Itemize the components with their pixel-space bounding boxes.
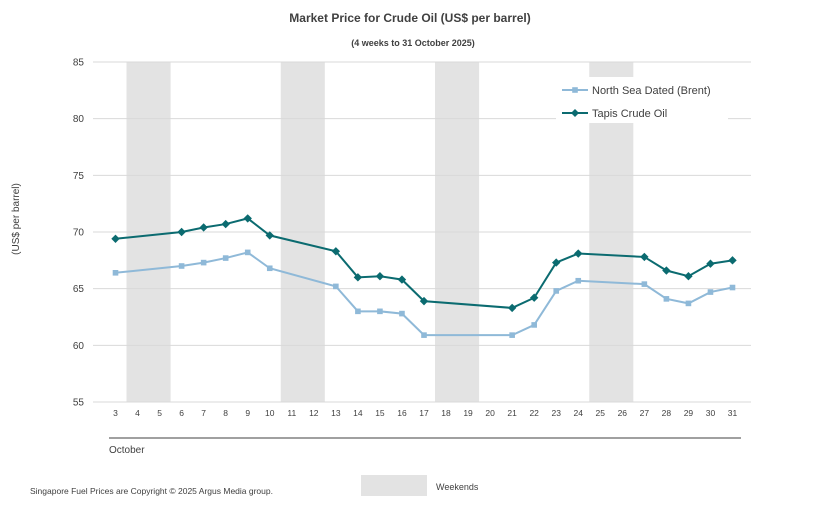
- data-point: [662, 266, 671, 275]
- data-point: [640, 252, 649, 262]
- y-tick-label: 70: [73, 228, 85, 239]
- legend-marker: [571, 109, 579, 117]
- chart-title: Market Price for Crude Oil (US$ per barr…: [289, 11, 530, 25]
- data-point: [575, 277, 582, 284]
- x-tick-label: 3: [113, 408, 118, 418]
- data-point: [574, 249, 583, 258]
- legend-box: [556, 77, 728, 123]
- chart-subtitle: (4 weeks to 31 October 2025): [351, 38, 475, 48]
- y-tick-label: 80: [73, 114, 85, 125]
- data-point: [178, 263, 185, 269]
- y-tick-label: 65: [73, 284, 85, 295]
- x-tick-label: 11: [287, 408, 296, 418]
- legend-label: North Sea Dated (Brent): [592, 85, 711, 97]
- data-point: [684, 272, 693, 281]
- x-tick-label: 8: [223, 408, 228, 418]
- data-point: [728, 256, 737, 265]
- data-point: [221, 219, 230, 229]
- x-tick-label: 28: [662, 408, 672, 418]
- data-point: [707, 289, 714, 295]
- x-tick-label: 31: [728, 408, 738, 418]
- data-point: [331, 247, 341, 256]
- weekends-label: Weekends: [436, 482, 479, 492]
- x-tick-label: 23: [551, 408, 561, 418]
- y-axis-label: (US$ per barrel): [11, 183, 22, 255]
- data-point: [265, 231, 274, 240]
- data-point: [531, 322, 537, 328]
- data-point: [641, 281, 648, 287]
- data-point: [397, 275, 407, 284]
- data-point: [552, 258, 561, 267]
- legend-item: Tapis Crude Oil: [562, 108, 667, 120]
- series-tapis: [111, 214, 737, 313]
- x-tick-label: 10: [265, 408, 275, 418]
- legend-item: North Sea Dated (Brent): [562, 85, 711, 97]
- y-tick-label: 85: [73, 58, 85, 69]
- data-point: [706, 259, 715, 268]
- data-point: [685, 300, 692, 307]
- data-point: [419, 296, 429, 306]
- x-tick-label: 16: [397, 408, 407, 418]
- series-line: [115, 251, 733, 337]
- data-point: [553, 288, 560, 294]
- data-point: [377, 308, 383, 315]
- series-line: [115, 217, 733, 309]
- data-point: [399, 310, 405, 317]
- data-point: [200, 259, 207, 266]
- data-point: [244, 249, 251, 256]
- data-point: [663, 296, 670, 302]
- series-brent: [112, 249, 736, 338]
- data-point: [243, 214, 252, 223]
- x-tick-label: 12: [309, 408, 319, 418]
- data-point: [355, 308, 361, 315]
- data-point: [509, 332, 515, 338]
- data-point: [375, 272, 385, 281]
- y-tick-label: 75: [73, 171, 85, 182]
- x-tick-label: 20: [485, 408, 495, 418]
- footnote: Singapore Fuel Prices are Copyright © 20…: [30, 486, 273, 496]
- x-tick-label: 6: [179, 408, 184, 418]
- y-tick-label: 60: [73, 341, 85, 352]
- x-tick-label: 26: [618, 408, 628, 418]
- data-point: [421, 332, 427, 338]
- x-tick-label: 19: [463, 408, 473, 418]
- x-tick-label: 22: [529, 408, 539, 418]
- x-axis-label: October: [109, 445, 145, 456]
- data-point: [729, 284, 736, 291]
- x-tick-label: 5: [157, 408, 162, 418]
- x-tick-label: 29: [684, 408, 694, 418]
- y-tick-label: 55: [73, 398, 85, 409]
- data-point: [507, 303, 517, 313]
- data-point: [333, 283, 339, 290]
- data-point: [266, 265, 273, 272]
- data-point: [112, 270, 119, 276]
- x-tick-label: 4: [135, 408, 140, 418]
- x-tick-label: 24: [574, 408, 584, 418]
- x-tick-label: 25: [596, 408, 606, 418]
- x-tick-label: 30: [706, 408, 716, 418]
- x-tick-label: 9: [245, 408, 250, 418]
- data-point: [199, 223, 208, 232]
- x-tick-label: 14: [353, 408, 363, 418]
- x-tick-label: 21: [507, 408, 517, 418]
- x-tick-label: 17: [419, 408, 429, 418]
- data-point: [529, 293, 539, 302]
- legend-marker: [572, 87, 578, 93]
- x-tick-label: 7: [201, 408, 206, 418]
- x-tick-label: 18: [441, 408, 451, 418]
- data-point: [177, 227, 186, 237]
- legend-label: Tapis Crude Oil: [592, 108, 667, 120]
- x-tick-label: 27: [640, 408, 650, 418]
- x-tick-label: 13: [331, 408, 341, 418]
- data-point: [353, 273, 363, 282]
- weekends-swatch: [361, 475, 427, 496]
- data-point: [222, 255, 229, 261]
- x-tick-label: 15: [375, 408, 385, 418]
- data-point: [111, 234, 120, 243]
